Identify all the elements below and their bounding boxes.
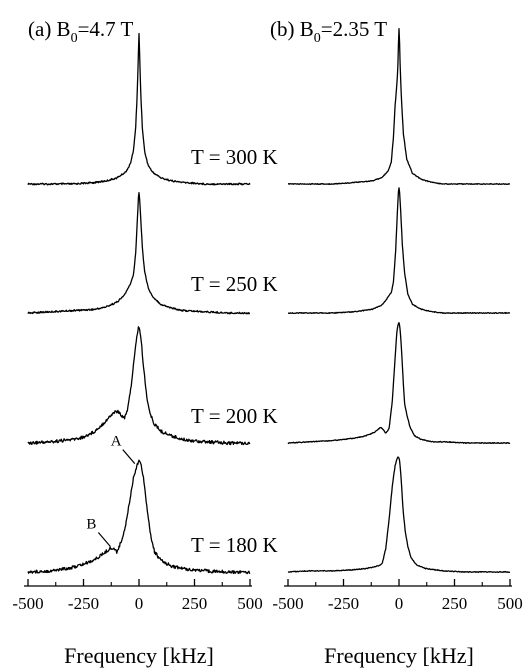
spectrum-line-b-3 — [287, 456, 511, 574]
spectrum-line-b-1 — [287, 187, 511, 315]
temperature-label: T = 300 K — [191, 145, 278, 169]
x-tick-label: -250 — [68, 594, 99, 613]
panel-title: (b) B0=2.35 T — [270, 17, 387, 46]
x-tick-label: 500 — [497, 594, 523, 613]
x-tick-label: 0 — [135, 594, 144, 613]
annotation-leader — [122, 449, 136, 464]
x-tick-label: -250 — [328, 594, 359, 613]
spectrum-line-a-1 — [27, 192, 251, 315]
x-tick-label: -500 — [272, 594, 303, 613]
annotation-label: A — [111, 434, 122, 450]
x-tick-label: -500 — [12, 594, 43, 613]
spectrum-line-a-0 — [27, 32, 251, 186]
temperature-label: T = 200 K — [191, 404, 278, 428]
temperature-label: T = 180 K — [191, 533, 278, 557]
x-axis-label: Frequency [kHz] — [324, 643, 474, 668]
temperature-label: T = 250 K — [191, 272, 278, 296]
annotation-label: B — [86, 516, 96, 532]
panel-title: (a) B0=4.7 T — [28, 17, 134, 46]
x-axis-label: Frequency [kHz] — [64, 643, 214, 668]
spectrum-line-a-2 — [27, 326, 251, 446]
spectrum-line-a-3 — [27, 459, 251, 575]
x-tick-label: 0 — [395, 594, 404, 613]
x-tick-label: 250 — [182, 594, 208, 613]
x-tick-label: 250 — [442, 594, 468, 613]
x-tick-label: 500 — [237, 594, 263, 613]
spectrum-line-b-0 — [287, 28, 511, 186]
annotation-leader — [97, 532, 111, 547]
spectrum-line-b-2 — [287, 322, 511, 445]
